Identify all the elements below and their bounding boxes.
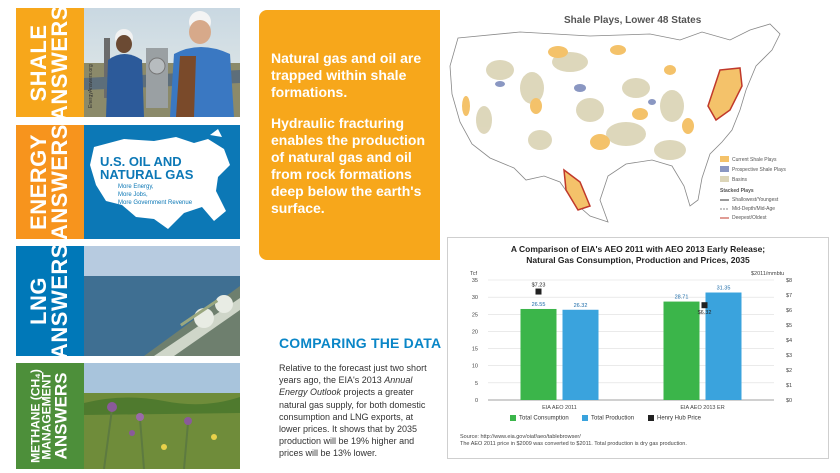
bar-data-label: 26.55 bbox=[532, 302, 546, 308]
map-stacked-title: Stacked Plays bbox=[720, 188, 754, 194]
shale-answers-banner[interactable]: SHALE ANSWERS EnergyAnswers.org bbox=[16, 8, 240, 117]
bar-data-label: 28.71 bbox=[675, 295, 689, 301]
orange-panel-paragraph-2: Hydraulic fracturing enables the product… bbox=[271, 115, 426, 216]
lng-answers-banner[interactable]: LNG ANSWERS bbox=[16, 246, 240, 356]
y-right-tick-label: $6 bbox=[786, 308, 792, 314]
bar-production bbox=[705, 292, 742, 400]
legend-total-consumption: Total Consumption bbox=[510, 415, 569, 422]
y-right-tick-label: $4 bbox=[786, 338, 792, 344]
map-legend-prospective: Prospective Shale Plays bbox=[732, 167, 786, 173]
price-data-label: $6.32 bbox=[698, 310, 712, 316]
y-tick-label: 0 bbox=[475, 398, 478, 404]
bar-data-label: 26.32 bbox=[574, 303, 588, 309]
y-right-tick-label: $8 bbox=[786, 278, 792, 284]
y-right-tick-label: $1 bbox=[786, 383, 792, 389]
x-tick-label: EIA AEO 2011 bbox=[542, 405, 577, 411]
bar-data-label: 31.35 bbox=[717, 286, 731, 292]
chart-note: The AEO 2011 price in $2009 was converte… bbox=[460, 441, 687, 447]
comparing-body: Relative to the forecast just two short … bbox=[279, 363, 427, 459]
comparison-chart: A Comparison of EIA's AEO 2011 with AEO … bbox=[447, 237, 829, 459]
chart-right-unit: $2011/mmbtu bbox=[751, 271, 785, 277]
methane-answers-banner[interactable]: METHANE (CH₄) MANAGEMENT ANSWERS bbox=[16, 363, 240, 469]
us-oil-gas-map-panel: U.S. OIL AND NATURAL GAS More Energy, Mo… bbox=[84, 125, 240, 239]
energy-answers-label: ENERGY ANSWERS bbox=[16, 125, 84, 239]
shale-plays-map: Shale Plays, Lower 48 States bbox=[440, 10, 835, 235]
bar-consumption bbox=[663, 301, 700, 400]
y-right-tick-label: $3 bbox=[786, 353, 792, 359]
bar-consumption bbox=[520, 308, 557, 400]
shale-banner-fine-print: EnergyAnswers.org bbox=[88, 64, 94, 108]
chart-left-unit: Tcf bbox=[470, 271, 478, 277]
thistle-field-photo bbox=[84, 363, 240, 469]
y-right-tick-label: $2 bbox=[786, 368, 792, 374]
chart-title-line1: A Comparison of EIA's AEO 2011 with AEO … bbox=[510, 244, 766, 254]
map-title: Shale Plays, Lower 48 States bbox=[564, 15, 702, 26]
y-right-tick-label: $7 bbox=[786, 293, 792, 299]
chart-source: Source: http://www.eia.gov/oiaf/aeo/tabl… bbox=[460, 434, 581, 440]
map-legend-current: Current Shale Plays bbox=[732, 157, 777, 163]
map-title-line1: U.S. OIL AND bbox=[100, 154, 182, 169]
legend-henry-hub-price: Henry Hub Price bbox=[648, 415, 701, 422]
energy-answers-banner[interactable]: ENERGY ANSWERS U.S. OIL AND NATURAL GAS M… bbox=[16, 125, 240, 239]
chart-plot: 0 5 10 15 20 25 30 35 $0 $1 $2 $3 $4 $5 $6 $7 $8 26.55 26.… bbox=[472, 278, 792, 411]
lng-tanker-photo bbox=[84, 246, 240, 356]
chart-title-line2: Natural Gas Consumption, Production and … bbox=[526, 255, 750, 265]
map-legend-basins: Basins bbox=[732, 177, 748, 183]
shale-workers-photo: EnergyAnswers.org bbox=[84, 8, 240, 117]
y-tick-label: 35 bbox=[472, 278, 478, 284]
orange-info-panel: Natural gas and oil are trapped within s… bbox=[259, 10, 440, 260]
y-tick-label: 20 bbox=[472, 329, 478, 335]
price-data-label: $7.23 bbox=[532, 283, 546, 289]
map-title-line2: NATURAL GAS bbox=[100, 167, 194, 182]
x-tick-label: EIA AEO 2013 ER bbox=[680, 405, 724, 411]
y-tick-label: 10 bbox=[472, 364, 478, 370]
legend-total-production: Total Production bbox=[582, 415, 634, 422]
y-tick-label: 25 bbox=[472, 312, 478, 318]
price-marker bbox=[701, 302, 708, 309]
shale-answers-label: SHALE ANSWERS bbox=[16, 8, 84, 117]
bar-production bbox=[562, 309, 599, 400]
y-right-tick-label: $5 bbox=[786, 323, 792, 329]
comparing-heading: COMPARING THE DATA bbox=[279, 335, 442, 351]
price-marker bbox=[535, 288, 542, 295]
orange-panel-paragraph-1: Natural gas and oil are trapped within s… bbox=[271, 50, 422, 100]
y-tick-label: 30 bbox=[472, 295, 478, 301]
lng-answers-label: LNG ANSWERS bbox=[16, 246, 84, 356]
y-tick-label: 5 bbox=[475, 381, 478, 387]
y-tick-label: 15 bbox=[472, 347, 478, 353]
methane-answers-label: METHANE (CH₄) MANAGEMENT ANSWERS bbox=[16, 363, 84, 469]
y-right-tick-label: $0 bbox=[786, 398, 792, 404]
